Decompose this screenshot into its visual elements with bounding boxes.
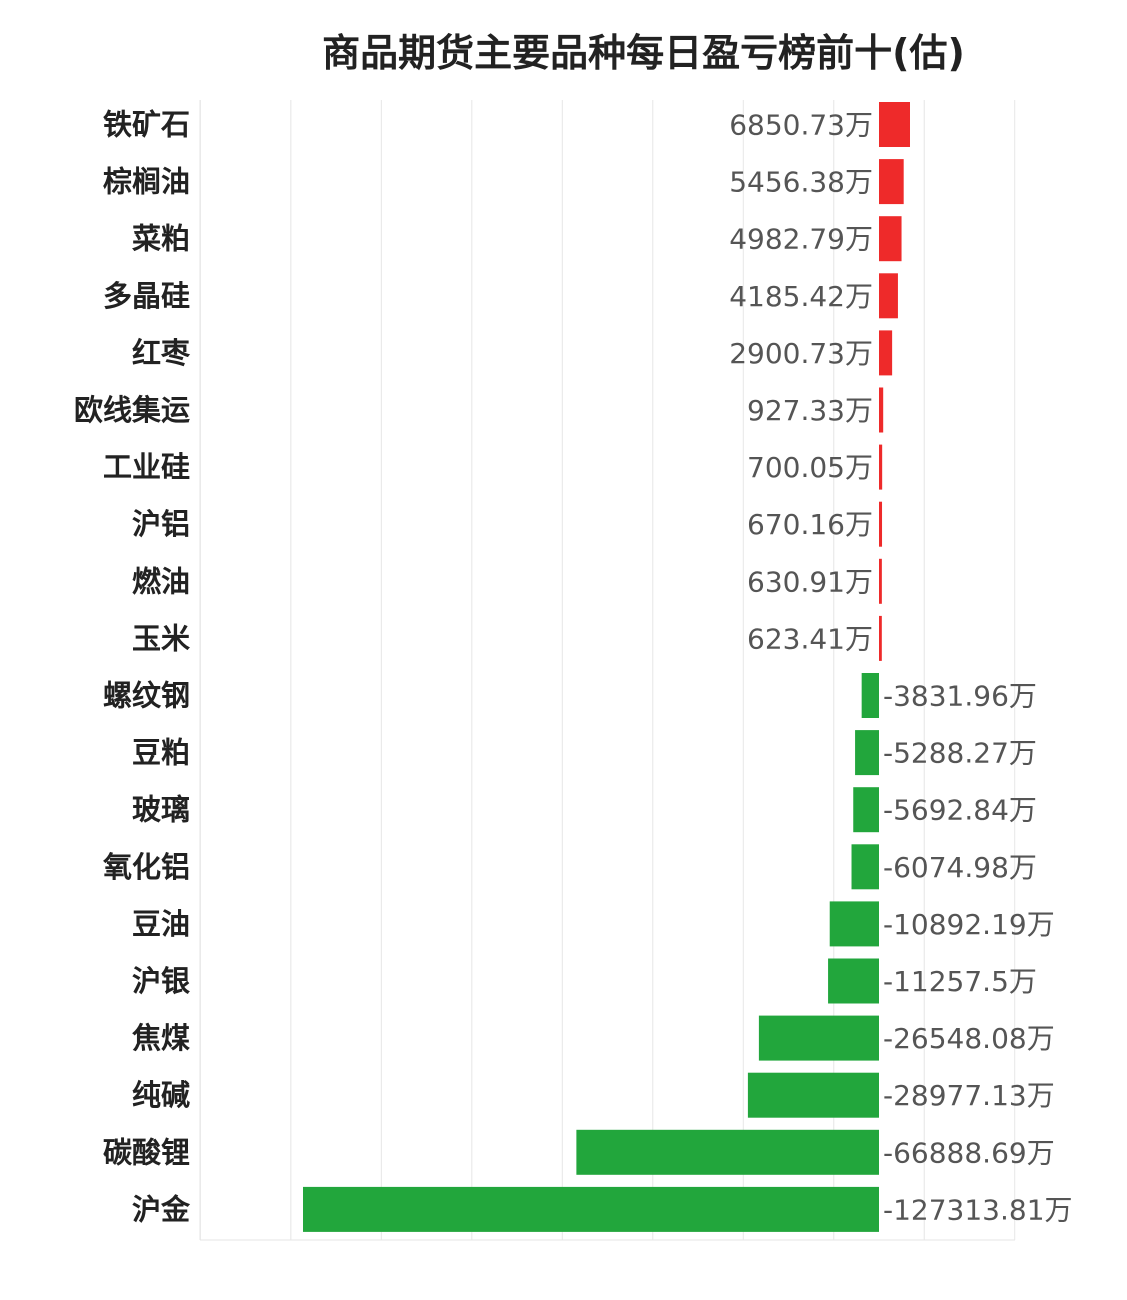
bar-17 <box>758 1015 879 1061</box>
value-label: -66888.69万 <box>883 1136 1055 1169</box>
category-label: 多晶硅 <box>103 279 190 313</box>
bar-18 <box>747 1072 879 1118</box>
value-label: 5456.38万 <box>729 166 873 199</box>
category-label: 氧化铝 <box>102 850 190 884</box>
category-label: 棕榈油 <box>103 165 190 199</box>
bar-1 <box>879 102 910 147</box>
category-label: 铁矿石 <box>103 108 190 142</box>
value-label: 4982.79万 <box>729 223 873 256</box>
category-label: 纯碱 <box>132 1078 190 1112</box>
value-label: -3831.96万 <box>883 680 1037 713</box>
value-label: 927.33万 <box>747 394 873 427</box>
value-label: -26548.08万 <box>883 1022 1055 1055</box>
value-label: -5288.27万 <box>883 737 1037 770</box>
value-label: -10892.19万 <box>883 908 1055 941</box>
bar-14 <box>851 844 879 890</box>
chart-title: 商品期货主要品种每日盈亏榜前十(估) <box>322 31 965 75</box>
category-label: 沪金 <box>132 1192 191 1226</box>
category-label: 豆粕 <box>132 736 190 770</box>
category-label: 碳酸锂 <box>103 1135 190 1169</box>
category-label: 欧线集运 <box>74 393 190 427</box>
bar-4 <box>879 273 898 319</box>
bar-3 <box>879 216 902 262</box>
bar-19 <box>576 1129 879 1175</box>
bar-2 <box>879 159 904 205</box>
category-label: 沪银 <box>132 964 190 998</box>
value-label: 4185.42万 <box>729 280 873 313</box>
bar-20 <box>303 1186 879 1232</box>
bar-10 <box>879 615 882 661</box>
bar-6 <box>879 387 884 433</box>
value-label: -28977.13万 <box>883 1079 1055 1112</box>
bar-11 <box>861 673 879 718</box>
bars <box>303 102 910 1232</box>
value-label: -127313.81万 <box>883 1193 1073 1226</box>
category-label: 沪铝 <box>132 507 190 541</box>
value-label: 700.05万 <box>747 451 873 484</box>
bar-7 <box>879 444 883 490</box>
bar-13 <box>853 787 879 833</box>
bar-9 <box>879 558 882 604</box>
bar-8 <box>879 501 883 547</box>
category-label: 工业硅 <box>103 450 190 484</box>
category-label: 菜粕 <box>132 222 190 256</box>
value-label: 630.91万 <box>747 565 873 598</box>
grid-lines <box>199 100 1016 1241</box>
value-label: 623.41万 <box>747 622 873 655</box>
bar-16 <box>828 958 879 1004</box>
value-label: 2900.73万 <box>729 337 873 370</box>
value-label: -6074.98万 <box>883 851 1037 884</box>
bar-15 <box>829 901 879 947</box>
value-label: -11257.5万 <box>883 965 1037 998</box>
category-label: 螺纹钢 <box>103 679 190 713</box>
bar-5 <box>879 330 893 376</box>
category-label: 豆油 <box>132 907 190 941</box>
category-label: 红枣 <box>132 336 191 370</box>
value-label: 670.16万 <box>747 508 873 541</box>
category-label: 玉米 <box>132 621 190 655</box>
value-label: -5692.84万 <box>883 794 1037 827</box>
bar-12 <box>855 730 879 776</box>
value-label: 6850.73万 <box>729 109 873 142</box>
category-label: 燃油 <box>132 564 190 598</box>
category-label: 焦煤 <box>132 1021 190 1055</box>
category-label: 玻璃 <box>132 793 190 827</box>
